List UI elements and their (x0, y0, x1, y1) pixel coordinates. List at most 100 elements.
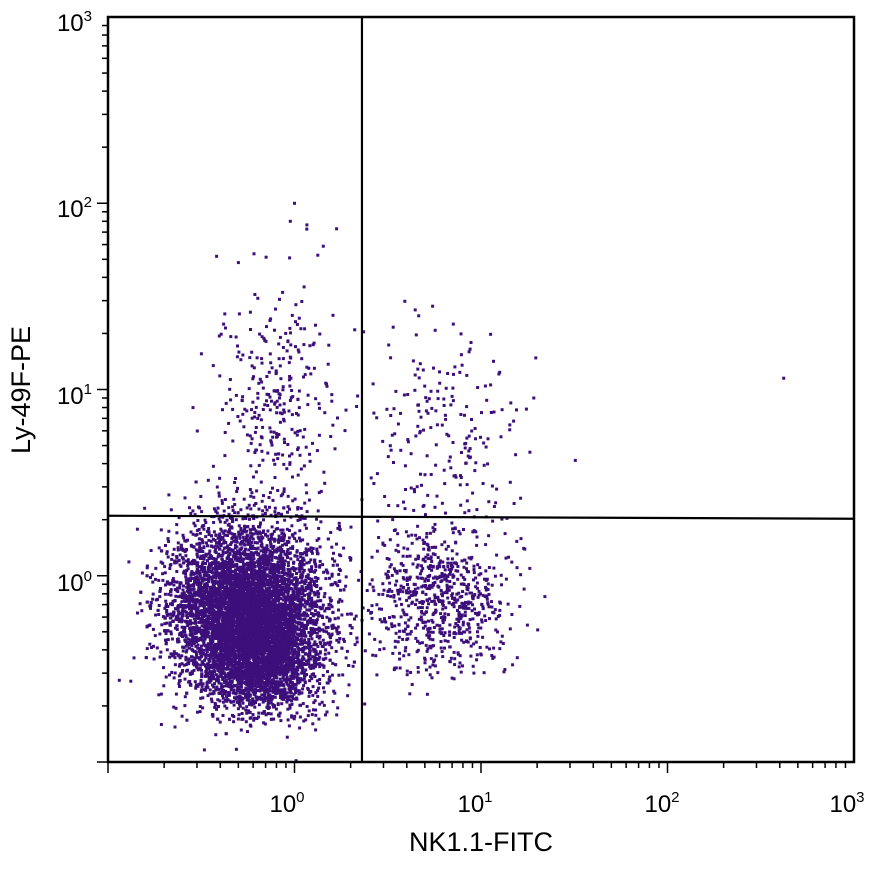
event-dot (288, 698, 292, 702)
event-dot (231, 663, 235, 667)
event-dot (248, 554, 252, 558)
event-dot (325, 615, 329, 619)
event-dot (207, 579, 211, 583)
event-dot (292, 560, 296, 564)
event-dot (158, 655, 162, 659)
event-dot (323, 592, 327, 595)
event-dot (229, 548, 232, 552)
event-dot (303, 605, 307, 609)
event-dot (280, 582, 284, 586)
event-dot (210, 577, 214, 581)
event-dot (159, 650, 163, 654)
event-dot (196, 577, 200, 581)
event-dot (196, 519, 200, 522)
event-dot (235, 572, 239, 576)
event-dot (300, 574, 304, 578)
event-dot (164, 638, 167, 642)
event-dot (217, 542, 221, 546)
event-dot (159, 528, 163, 532)
event-dot (229, 660, 233, 664)
event-dot (310, 606, 314, 610)
event-dot (200, 660, 204, 664)
event-dot (193, 513, 197, 517)
event-dot (251, 544, 255, 548)
event-dot (240, 552, 244, 556)
event-dot (287, 573, 291, 577)
event-dot (264, 576, 267, 580)
event-dot (263, 570, 267, 574)
event-dot (250, 541, 254, 544)
event-dot (184, 554, 188, 558)
event-dot (289, 659, 293, 663)
event-dot (328, 675, 332, 679)
event-dot (293, 554, 297, 558)
event-dot (184, 581, 188, 585)
event-dot (351, 664, 355, 668)
event-dot (297, 621, 301, 625)
event-dot (264, 594, 268, 598)
event-dot (179, 564, 183, 568)
event-dot (301, 702, 305, 706)
event-dot (217, 681, 221, 685)
event-dot (290, 581, 294, 585)
event-dot (200, 510, 204, 514)
event-dot (357, 578, 361, 582)
event-dot (214, 551, 218, 555)
event-dot (246, 561, 249, 565)
event-dot (322, 622, 326, 626)
event-dot (205, 570, 209, 574)
event-dot (206, 478, 210, 482)
event-dot (182, 646, 186, 649)
event-dot (206, 584, 209, 588)
event-dot (301, 592, 305, 596)
event-dot (156, 597, 159, 601)
event-dot (217, 494, 221, 498)
event-dot (232, 691, 235, 695)
event-dot (158, 632, 162, 636)
event-dot (226, 648, 230, 652)
event-dot (296, 473, 300, 477)
event-dot (197, 537, 201, 541)
event-dot (223, 454, 227, 458)
event-dot (194, 685, 198, 689)
event-dot (208, 692, 212, 696)
event-dot (185, 621, 189, 625)
event-dot (295, 549, 299, 553)
event-dot (208, 676, 211, 679)
dot-cloud (117, 201, 786, 763)
event-dot (189, 640, 192, 644)
event-dot (136, 611, 139, 615)
event-dot (211, 638, 215, 642)
event-dot (206, 642, 210, 646)
event-dot (176, 541, 180, 545)
event-dot (256, 575, 260, 579)
event-dot (326, 571, 330, 575)
event-dot (191, 600, 195, 604)
event-dot (202, 546, 206, 550)
event-dot (313, 583, 316, 586)
event-dot (279, 575, 283, 578)
event-dot (203, 571, 207, 575)
event-dot (232, 497, 236, 501)
event-dot (210, 673, 213, 677)
event-dot (224, 647, 228, 651)
event-dot (220, 654, 224, 658)
event-dot (217, 636, 221, 640)
event-dot (206, 609, 210, 613)
event-dot (243, 530, 247, 534)
event-dot (196, 561, 200, 565)
event-dot (213, 656, 217, 660)
event-dot (178, 664, 181, 668)
event-dot (320, 700, 324, 704)
event-dot (214, 688, 218, 692)
event-dot (184, 549, 188, 553)
event-dot (209, 637, 213, 641)
event-dot (240, 622, 244, 626)
event-dot (216, 536, 220, 540)
event-dot (242, 611, 246, 615)
event-dot (198, 626, 201, 630)
event-dot (317, 537, 321, 541)
event-dot (291, 545, 295, 549)
event-dot (318, 665, 322, 669)
event-dot (279, 528, 283, 532)
